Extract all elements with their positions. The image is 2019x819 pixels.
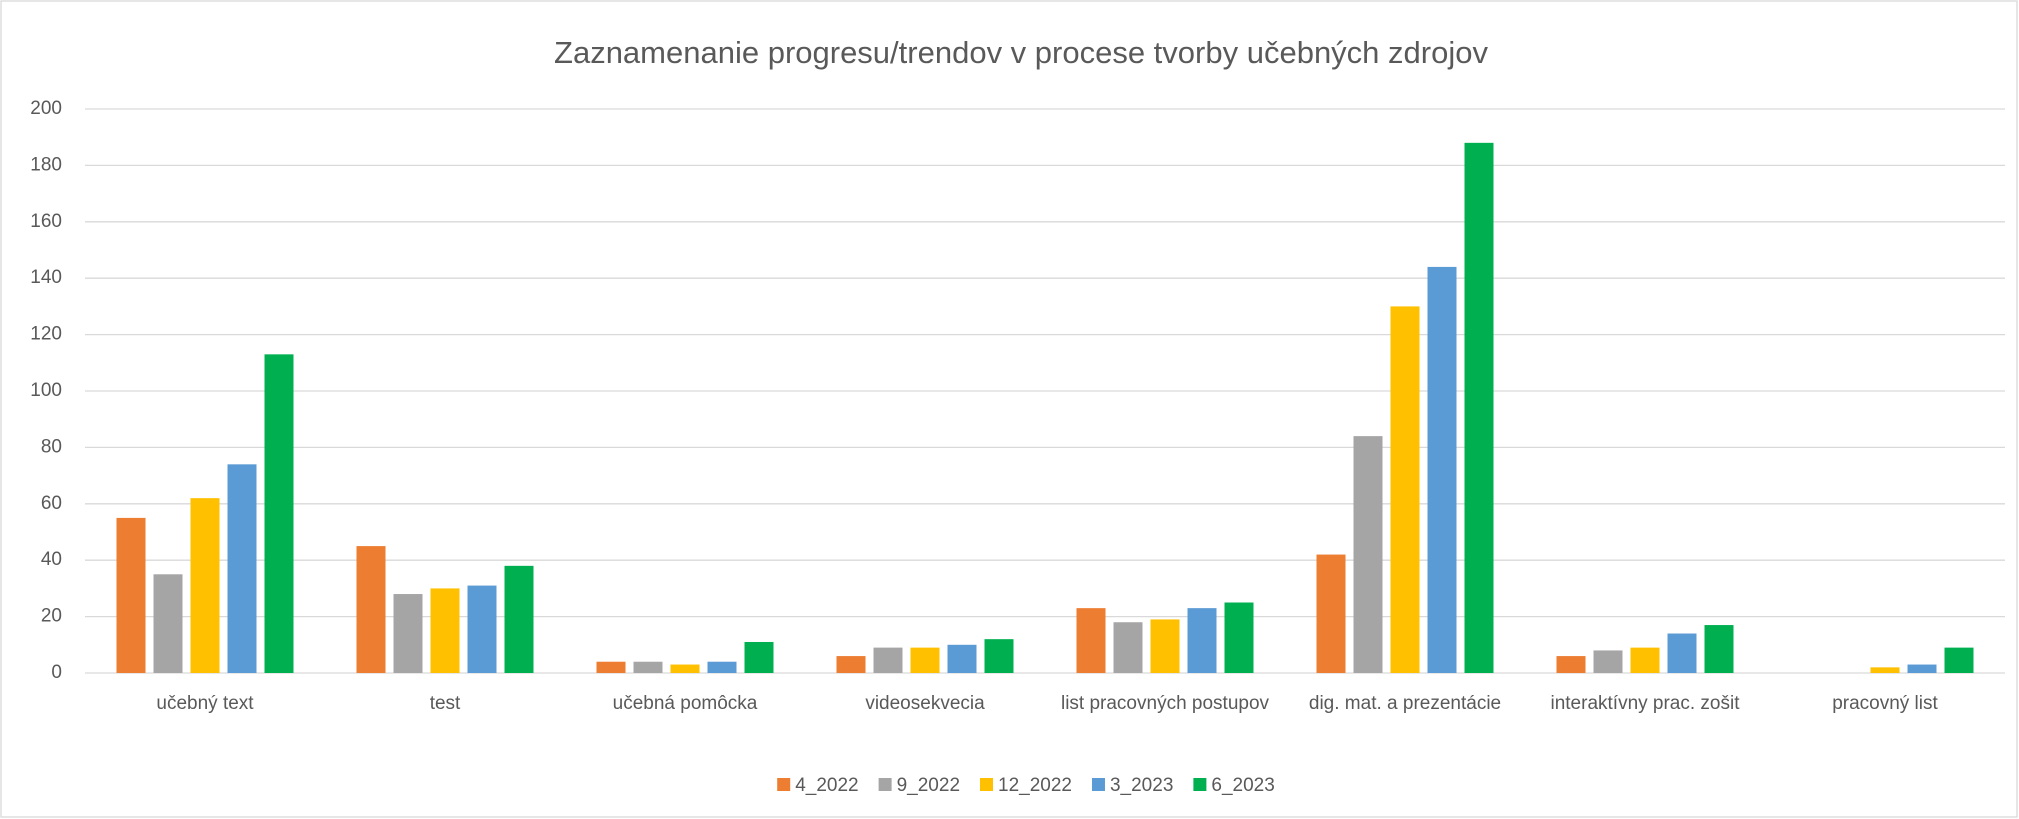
bar xyxy=(1944,647,1974,673)
bar xyxy=(190,498,220,673)
x-tick-label: test xyxy=(430,693,461,714)
bar xyxy=(873,647,903,673)
bar xyxy=(504,565,534,673)
bar xyxy=(264,354,294,673)
y-tick-label: 0 xyxy=(51,662,62,683)
bar xyxy=(430,588,460,673)
y-tick-label: 200 xyxy=(30,98,62,119)
bar xyxy=(1187,608,1217,673)
y-tick-label: 60 xyxy=(41,493,62,514)
bar xyxy=(1076,608,1106,673)
y-tick-label: 140 xyxy=(30,267,62,288)
legend-label: 12_2022 xyxy=(998,775,1072,796)
bar xyxy=(1556,656,1586,673)
bar xyxy=(227,464,257,673)
bar xyxy=(1704,625,1734,673)
legend-swatch xyxy=(980,778,994,791)
y-tick-label: 120 xyxy=(30,324,62,345)
chart-title: Zaznamenanie progresu/trendov v procese … xyxy=(554,35,1488,70)
legend-swatch xyxy=(1091,778,1105,791)
y-tick-label: 100 xyxy=(30,380,62,401)
bar xyxy=(836,656,866,673)
bar xyxy=(116,517,146,673)
x-tick-label: list pracovných postupov xyxy=(1061,693,1270,714)
x-tick-label: dig. mat. a prezentácie xyxy=(1309,693,1501,714)
bar xyxy=(1390,306,1420,673)
y-tick-label: 20 xyxy=(41,606,62,627)
legend-swatch xyxy=(777,778,791,791)
bar xyxy=(1593,650,1623,673)
bar xyxy=(1427,266,1457,673)
bar xyxy=(1316,554,1346,673)
bar xyxy=(596,661,626,673)
y-tick-label: 40 xyxy=(41,549,62,570)
bar xyxy=(393,594,423,673)
x-tick-label: učebný text xyxy=(156,693,254,714)
legend-swatch xyxy=(1193,778,1207,791)
bar xyxy=(1464,142,1494,674)
x-tick-label: učebná pomôcka xyxy=(613,693,758,714)
y-tick-label: 180 xyxy=(30,154,62,175)
bar xyxy=(910,647,940,673)
x-tick-label: pracovný list xyxy=(1832,693,1938,714)
bar xyxy=(1667,633,1697,673)
bar xyxy=(984,639,1014,673)
y-tick-label: 160 xyxy=(30,211,62,232)
bar xyxy=(467,585,497,673)
bar xyxy=(1630,647,1660,673)
bar xyxy=(1870,667,1900,673)
bar xyxy=(1150,619,1180,673)
x-tick-label: interaktívny prac. zošit xyxy=(1550,693,1740,714)
bar xyxy=(670,664,700,673)
legend-swatch xyxy=(878,778,892,791)
legend-label: 3_2023 xyxy=(1110,775,1173,796)
bar xyxy=(356,546,386,673)
legend-label: 4_2022 xyxy=(795,775,858,796)
bar xyxy=(1353,436,1383,673)
legend-label: 6_2023 xyxy=(1211,775,1274,796)
bar xyxy=(744,641,774,673)
bar xyxy=(947,644,977,673)
x-tick-label: videosekvecia xyxy=(865,693,985,714)
bar xyxy=(1113,622,1143,673)
legend-label: 9_2022 xyxy=(897,775,960,796)
bar xyxy=(153,574,183,673)
bar xyxy=(633,661,663,673)
bar xyxy=(1907,664,1937,673)
y-tick-label: 80 xyxy=(41,436,62,457)
bar xyxy=(1224,602,1254,673)
bar xyxy=(707,661,737,673)
